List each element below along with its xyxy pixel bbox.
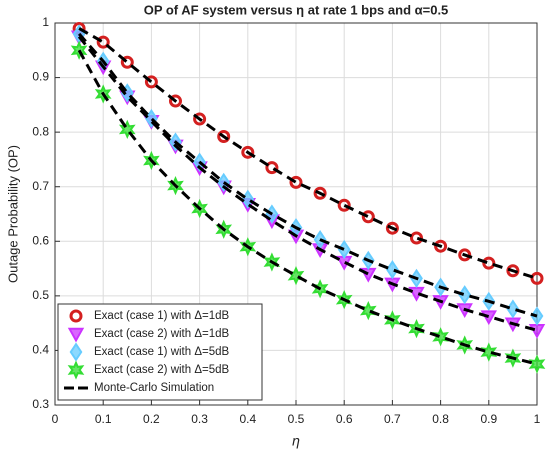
legend-label: Exact (case 2) with Δ=1dB	[94, 328, 230, 340]
legend-label: Exact (case 1) with Δ=1dB	[94, 310, 230, 322]
x-tick-label: 0	[52, 412, 59, 426]
marker	[241, 145, 255, 159]
plot-frame	[54, 22, 538, 406]
simulation-line	[77, 35, 538, 332]
marker	[144, 75, 158, 89]
y-axis-label: Outage Probability (OP)	[5, 145, 20, 283]
x-tick-label: 0.8	[432, 412, 449, 426]
x-axis-label: η	[292, 433, 300, 449]
marker	[528, 354, 546, 374]
marker	[434, 239, 448, 253]
marker	[458, 248, 472, 262]
y-tick-label: 0.8	[32, 124, 49, 138]
legend-label: Monte-Carlo Simulation	[94, 382, 214, 394]
x-tick-label: 0.3	[191, 412, 208, 426]
legend-label: Exact (case 2) with Δ=5dB	[94, 364, 230, 376]
y-tick-label: 0.4	[32, 343, 49, 357]
marker	[506, 264, 520, 278]
legend-marker	[69, 342, 83, 362]
marker	[289, 175, 303, 189]
x-tick-label: 0.7	[384, 412, 401, 426]
marker	[385, 221, 399, 235]
marker	[361, 210, 375, 224]
simulation-line	[77, 49, 538, 366]
legend-label: Exact (case 1) with Δ=5dB	[94, 346, 230, 358]
marker	[480, 342, 498, 362]
x-tick-label: 0.2	[143, 412, 160, 426]
marker	[385, 260, 399, 280]
marker	[217, 130, 231, 144]
marker	[217, 172, 231, 192]
x-tick-label: 0.5	[288, 412, 305, 426]
marker	[530, 271, 544, 285]
marker	[118, 119, 136, 140]
legend-box	[57, 303, 263, 401]
legend-marker	[67, 327, 85, 343]
marker	[96, 35, 110, 49]
marker	[337, 198, 351, 212]
marker	[265, 161, 279, 175]
legend-marker	[67, 360, 85, 380]
y-tick-label: 1	[42, 15, 49, 29]
y-tick-label: 0.5	[32, 288, 49, 302]
marker	[410, 231, 423, 245]
x-tick-label: 0.4	[239, 412, 256, 426]
marker	[482, 256, 496, 270]
y-tick-label: 0.3	[32, 397, 49, 411]
x-tick-label: 0.6	[336, 412, 353, 426]
chart-title: OP of AF system versus η at rate 1 bps a…	[144, 2, 449, 17]
simulation-line	[77, 32, 538, 318]
simulation-line	[78, 27, 538, 280]
legend-marker	[69, 309, 83, 323]
y-tick-label: 0.7	[32, 179, 49, 193]
marker	[193, 112, 207, 126]
marker	[313, 186, 327, 200]
marker	[169, 94, 182, 108]
x-tick-label: 0.9	[480, 412, 497, 426]
marker	[120, 55, 134, 69]
y-tick-label: 0.6	[32, 233, 49, 247]
y-tick-label: 0.9	[32, 70, 49, 84]
x-tick-label: 0.1	[95, 412, 112, 426]
x-tick-label: 1	[534, 412, 541, 426]
legend: Exact (case 1) with Δ=1dB Exact (case 2) …	[57, 303, 263, 401]
